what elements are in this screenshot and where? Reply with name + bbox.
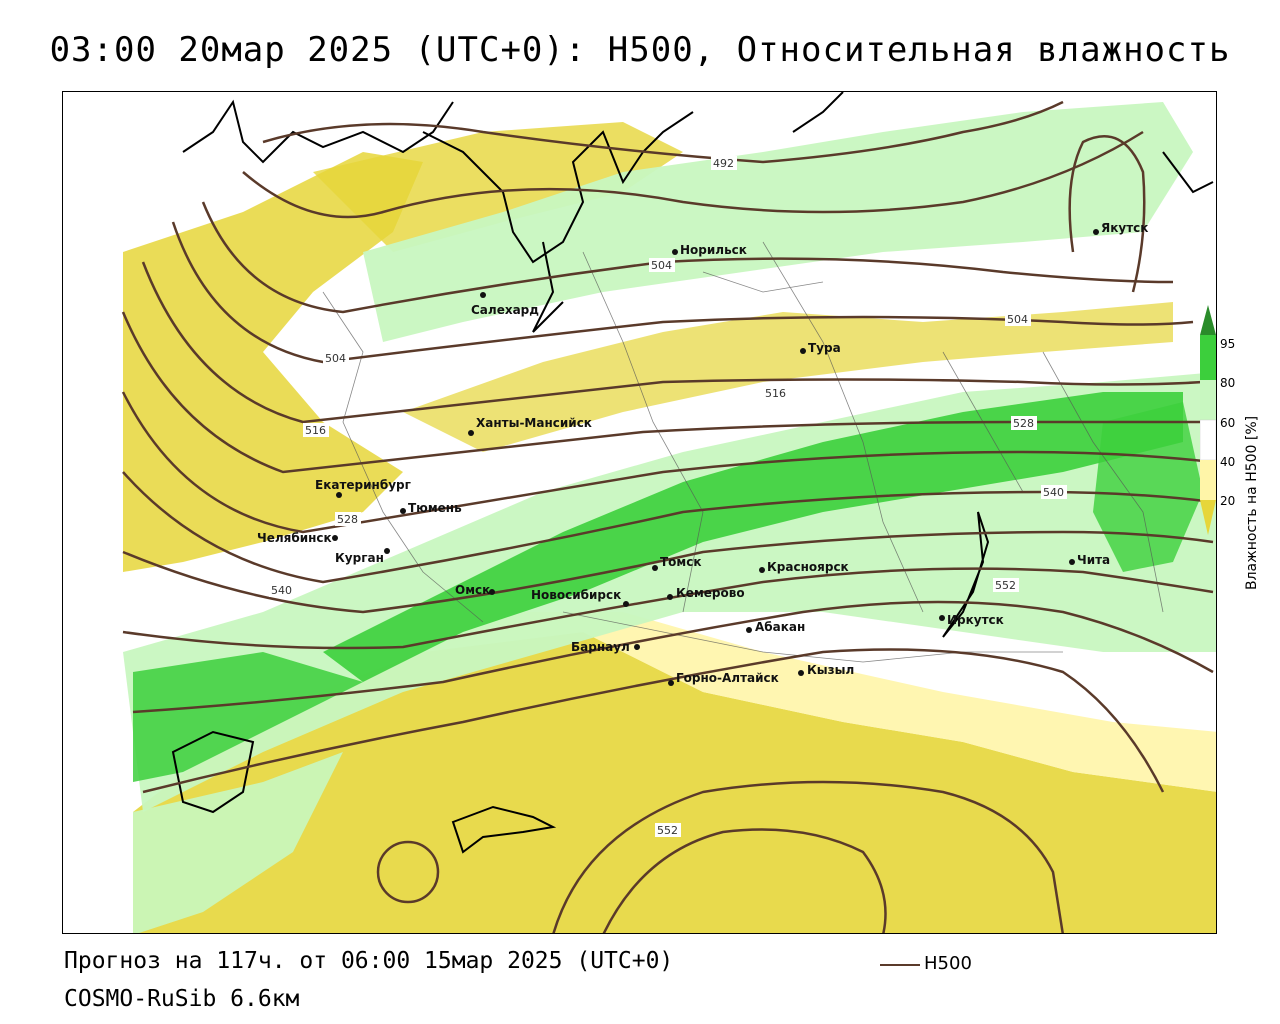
isoline-label: 552 — [657, 824, 678, 837]
model-name: COSMO-RuSib 6.6км — [64, 986, 300, 1012]
city-dot — [668, 680, 674, 686]
city-dot — [336, 492, 342, 498]
legend-line-swatch — [880, 964, 920, 966]
isoline — [132, 600, 1214, 714]
isoline-label: 528 — [337, 513, 358, 526]
city-dot — [759, 567, 765, 573]
h500-isolines — [121, 100, 1214, 933]
dry-zone-south — [133, 632, 1216, 933]
city-dot — [634, 644, 640, 650]
wet-zone-east — [1093, 402, 1203, 572]
isoline — [141, 261, 1204, 424]
isoline — [121, 391, 1214, 534]
colorbar-20-40 — [1200, 460, 1216, 500]
light-yellow-south — [423, 612, 1216, 792]
city-label-gorno-altaysk: Горно-Алтайск — [676, 671, 779, 685]
forecast-info: Прогноз на 117ч. от 06:00 15мар 2025 (UT… — [64, 948, 674, 974]
wet-zone-west — [133, 652, 363, 782]
isoline-label: 492 — [713, 157, 734, 170]
isoline — [122, 471, 1214, 584]
moist-zone-south-west — [133, 752, 343, 933]
isoline — [121, 311, 1213, 474]
city-dot — [672, 249, 678, 255]
colorbar-tick: 60 — [1220, 416, 1236, 430]
colorbar-60-80 — [1200, 380, 1216, 420]
city-dot — [1093, 229, 1099, 235]
wet-zone-band — [323, 392, 1183, 682]
city-dot — [798, 670, 804, 676]
city-dot — [489, 589, 495, 595]
colorbar-tick: 40 — [1220, 455, 1236, 469]
isoline-label: 528 — [1013, 417, 1034, 430]
city-dot — [468, 430, 474, 436]
city-label-chelyabinsk: Челябинск — [257, 531, 332, 545]
isoline — [1068, 135, 1146, 293]
map-title: 03:00 20мар 2025 (UTC+0): H500, Относите… — [49, 30, 1231, 70]
city-dot — [623, 601, 629, 607]
isoline-label: 504 — [651, 259, 672, 272]
colorbar-bottom-arrow — [1200, 500, 1216, 535]
isoline-label: 540 — [1043, 486, 1064, 499]
colorbar-title: Влажность на H500 [%] — [1244, 415, 1260, 590]
city-label-yakutsk: Якутск — [1101, 221, 1148, 235]
city-label-barnaul: Барнаул — [571, 640, 630, 654]
city-label-tomsk: Томск — [660, 555, 702, 569]
dry-zone-west — [123, 152, 423, 572]
city-label-tyumen: Тюмень — [408, 501, 462, 515]
city-label-abakan: Абакан — [755, 620, 805, 634]
isoline-closed — [376, 840, 440, 904]
isoline — [122, 530, 1214, 614]
isoline-label: 516 — [765, 387, 786, 400]
humidity-colorbar — [1200, 305, 1216, 535]
humidity-fields — [123, 102, 1216, 933]
isoline — [142, 648, 1165, 794]
city-label-chita: Чита — [1077, 553, 1110, 567]
city-label-khanty-mansiysk: Ханты-Мансийск — [476, 416, 592, 430]
city-label-salekhard: Салехард — [471, 303, 539, 317]
city-label-ekaterinburg: Екатеринбург — [315, 478, 411, 492]
city-dot — [1069, 559, 1075, 565]
colorbar-top-arrow — [1200, 305, 1216, 335]
city-label-novosibirsk: Новосибирск — [531, 588, 621, 602]
city-label-omsk: Омск — [455, 583, 490, 597]
colorbar-80-95 — [1200, 335, 1216, 380]
legend-label: H500 — [924, 953, 972, 974]
city-dot — [746, 627, 752, 633]
city-label-kemerovo: Кемерово — [676, 586, 745, 600]
colorbar-tick: 95 — [1220, 337, 1236, 351]
isoline-label: 516 — [305, 424, 326, 437]
moist-zone-north — [363, 102, 1193, 342]
city-label-krasnoyarsk: Красноярск — [767, 560, 849, 574]
colorbar-tick: 80 — [1220, 376, 1236, 390]
isoline-label: 552 — [995, 579, 1016, 592]
city-dot — [400, 508, 406, 514]
city-dot — [800, 348, 806, 354]
city-dot — [667, 594, 673, 600]
city-markers: Якутск Норильск Салехард Тура Ханты-Манс… — [257, 221, 1148, 686]
isoline — [552, 780, 1064, 933]
city-dot — [939, 615, 945, 621]
isoline-label: 504 — [1007, 313, 1028, 326]
map-canvas: 492 504 504 504 516 516 528 528 540 540 … — [121, 92, 1216, 933]
city-label-norilsk: Норильск — [680, 243, 747, 257]
isoline — [122, 567, 1214, 650]
isoline-label: 504 — [325, 352, 346, 365]
city-label-kyzyl: Кызыл — [807, 663, 854, 677]
city-label-irkutsk: Иркутск — [947, 613, 1004, 627]
isoline — [242, 130, 1144, 219]
city-label-tura: Тура — [808, 341, 841, 355]
city-dot — [332, 535, 338, 541]
map-panel: 492 504 504 504 516 516 528 528 540 540 … — [62, 91, 1217, 934]
city-dot — [480, 292, 486, 298]
dry-zone-middle — [403, 302, 1173, 452]
city-dot — [652, 565, 658, 571]
colorbar-40-60 — [1200, 419, 1216, 461]
isoline-labels: 492 504 504 504 516 516 528 528 540 540 … — [269, 156, 1067, 837]
city-label-kurgan: Курган — [335, 551, 384, 565]
city-dot — [384, 548, 390, 554]
isoline-label: 540 — [271, 584, 292, 597]
isoline — [602, 828, 887, 933]
colorbar-tick: 20 — [1220, 494, 1236, 508]
isoline — [171, 221, 1194, 364]
